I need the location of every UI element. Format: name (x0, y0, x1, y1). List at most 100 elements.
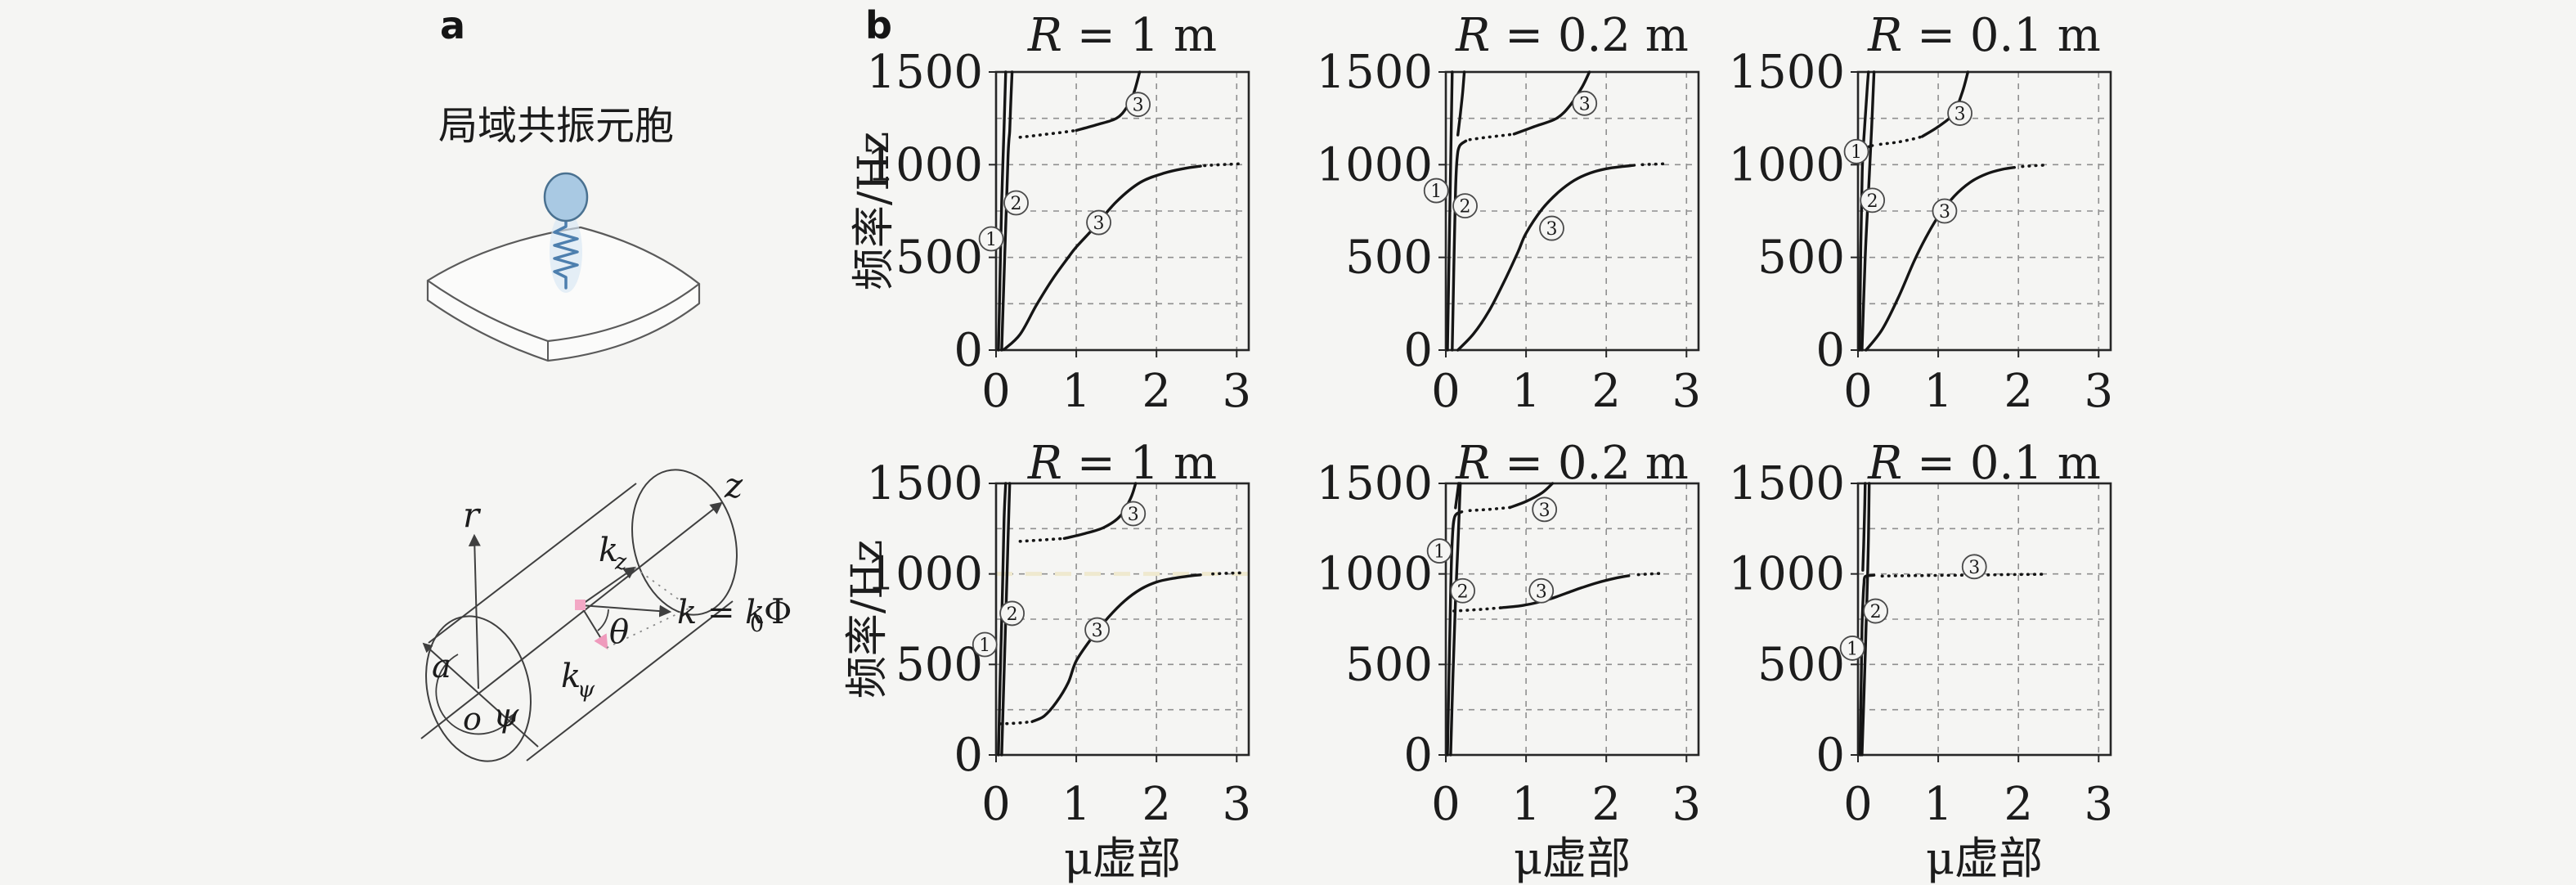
y-tick-label: 1500 (866, 46, 983, 99)
x-tick-label: 0 (1431, 778, 1461, 831)
curve-branch-3-upper-flat-dotted (1018, 128, 1078, 139)
y-tick-label: 1000 (1728, 138, 1845, 191)
svg-text:1: 1 (1847, 639, 1858, 659)
x-tick-label: 3 (2084, 778, 2113, 831)
plot-title: R = 0.2 m (1455, 9, 1689, 62)
curve-branch-1-upper-continuation (1862, 70, 1870, 143)
svg-text:3: 3 (1968, 558, 1980, 578)
radius-a-label: a (432, 648, 451, 685)
r-axis (468, 533, 481, 690)
k-z-label-sub: z (614, 550, 627, 575)
branch-number-label: 2 (1003, 190, 1029, 216)
axis-z-label: z (724, 465, 743, 505)
y-tick-label: 1000 (1316, 548, 1433, 601)
svg-text:3: 3 (1093, 213, 1105, 234)
curve-branch-2-steep (1000, 482, 1012, 757)
k-z-vector (580, 566, 636, 606)
branch-number-label: 2 (999, 600, 1025, 627)
k-equation-main: k = k (677, 594, 765, 631)
gridlines (1446, 72, 1699, 350)
x-tick-label: 0 (1843, 778, 1873, 831)
branch-number-label: 2 (1860, 187, 1886, 213)
x-tick-label: 0 (1431, 365, 1461, 418)
x-tick-label: 2 (1142, 365, 1171, 418)
y-tick-label: 0 (1815, 729, 1845, 782)
panel-b-label: b (865, 3, 892, 47)
y-tick-label: 500 (1757, 638, 1845, 691)
curve-branch-1-steep (997, 482, 1008, 757)
y-tick-label: 1500 (866, 457, 983, 510)
axes-ticks (1851, 483, 2100, 762)
k-equation-sub: 0 (750, 612, 764, 637)
plot-frame (994, 70, 1250, 352)
branch-number-label: 3 (1084, 617, 1111, 643)
y-tick-label: 500 (895, 638, 983, 691)
svg-text:3: 3 (1539, 501, 1551, 521)
gridlines (996, 72, 1249, 350)
x-tick-label: 2 (2004, 778, 2033, 831)
svg-text:3: 3 (1546, 219, 1557, 240)
k-z-label-main: k (599, 532, 618, 569)
plot-title: R = 0.1 m (1867, 442, 2101, 490)
curve-branch-1-steep (1446, 70, 1454, 352)
plot-frame (1856, 482, 2112, 757)
branch-number-label: 2 (1450, 577, 1476, 604)
curve-branch-3-upper-flat-dotted (1878, 135, 1924, 146)
plot-title: R = 0.1 m (1867, 9, 2101, 62)
x-axis-label: μ虚部 (1064, 833, 1181, 884)
axes-ticks (1851, 71, 2100, 357)
y-tick-label: 0 (1815, 324, 1845, 377)
branch-number-label: 3 (1947, 101, 1972, 126)
curve-branch-3-lower-tail-dotted (2021, 164, 2049, 168)
x-tick-label: 2 (2004, 365, 2033, 418)
k-psi-label-main: k (561, 658, 581, 695)
curve-branch-1-bend-to-flat (1446, 510, 1464, 757)
curve-branch-3-lower (1456, 164, 1636, 352)
y-tick-label: 0 (1403, 324, 1433, 377)
curve-branch-3-flat-dotted (1880, 573, 2044, 578)
branch-number-label: 3 (1528, 577, 1555, 604)
branch-number-label: 2 (1863, 598, 1888, 624)
x-tick-label: 1 (1061, 365, 1091, 418)
y-tick-label: 1000 (866, 138, 983, 191)
svg-text:1: 1 (1434, 542, 1445, 563)
y-tick-label: 1500 (1728, 46, 1845, 99)
y-tick-label: 1000 (1316, 138, 1433, 191)
x-tick-label: 1 (1511, 778, 1541, 831)
curve-branch-2-steep (1000, 70, 1014, 352)
plot-frame (994, 482, 1250, 757)
x-tick-label: 1 (1923, 365, 1953, 418)
curve-branch-3-lower (1030, 573, 1202, 723)
curve-branch-3-lower (1865, 166, 2016, 352)
curve-branch-3-lower-flat-dotted (1452, 606, 1502, 613)
chart-dispersion-bottom-R1: 0 1 2 3 0 500 1000 1500 R = 1 m 频率/Hz μ虚部 1 2 3 3 (841, 437, 1299, 885)
origin-o-label: o (463, 701, 482, 737)
svg-text:2: 2 (1870, 602, 1882, 622)
x-tick-label: 0 (981, 778, 1011, 831)
unit-cell-caption: 局域共振元胞 (438, 103, 674, 149)
k-psi-vector (580, 604, 608, 650)
plot-frame (1444, 482, 1700, 757)
curve-branch-3-upper-rise (1508, 482, 1555, 510)
axes-ticks (1438, 71, 1688, 357)
curve-branch-2-bend-to-flat (1451, 139, 1468, 352)
x-tick-label: 2 (1591, 778, 1621, 831)
spring (553, 219, 579, 290)
curve-branch-3-upper-rise (1512, 70, 1591, 136)
svg-text:3: 3 (1133, 96, 1144, 116)
branch-number-label: 3 (1125, 92, 1151, 118)
k-equation-phi: Φ (764, 591, 792, 631)
svg-text:3: 3 (1128, 505, 1139, 525)
x-tick-label: 1 (1061, 778, 1091, 831)
y-tick-label: 1000 (866, 548, 983, 601)
chart-dispersion-top-R1: 0 1 2 3 0 500 1000 1500 R = 1 m 频率/Hz 1 2 3 3 (841, 0, 1299, 445)
x-tick-label: 3 (1672, 365, 1701, 418)
y-tick-label: 0 (954, 324, 983, 377)
x-tick-label: 2 (1591, 365, 1621, 418)
z-axis (420, 501, 723, 739)
